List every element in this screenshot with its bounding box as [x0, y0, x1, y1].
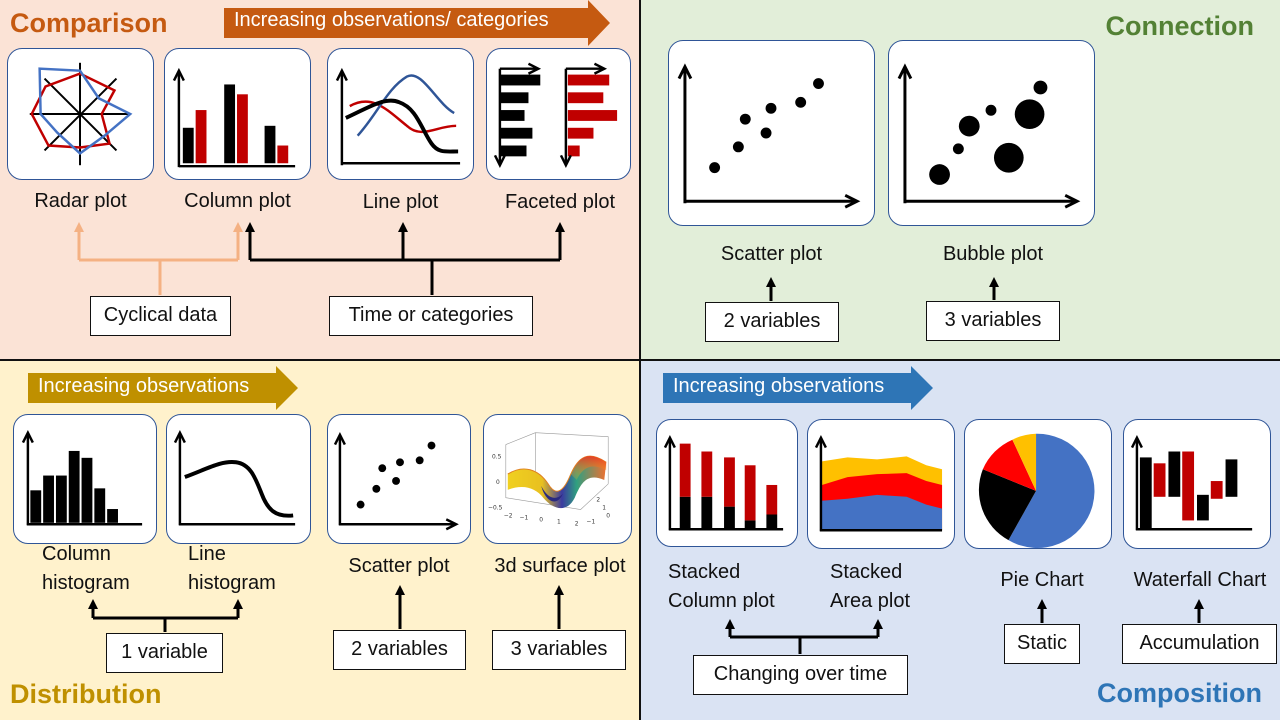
- z-tick-0.5: 0.5: [492, 454, 502, 460]
- changing-over-time-box: Changing over time: [693, 655, 908, 695]
- y-tick-0: 0: [606, 513, 610, 519]
- stacked-column-plot-label-line1: Stacked: [668, 561, 741, 583]
- column-plot-icon: [164, 48, 311, 180]
- x-tick-1: 1: [557, 519, 561, 525]
- distribution-increasing-arrow: Increasing observations: [28, 366, 298, 410]
- pie-chart-icon: [964, 419, 1112, 549]
- distribution-3-variables-box: 3 variables: [492, 630, 626, 670]
- z-tick-0: 0: [496, 480, 500, 486]
- column-plot-label: Column plot: [184, 190, 291, 212]
- 3d-surface-plot-icon: 0.5 0 −0.5 −2 −1 0 1 2 2 1 0 −1: [483, 414, 632, 544]
- y-tick-minus-1: −1: [587, 519, 596, 525]
- stacked-column-plot-label-line2: Column plot: [668, 590, 775, 612]
- stacked-area-plot-label-line1: Stacked: [830, 561, 903, 583]
- x-tick-2: 2: [575, 521, 579, 527]
- scatter-plot-icon: [668, 40, 875, 226]
- radar-plot-icon: [7, 48, 154, 180]
- composition-arrow-label: Increasing observations: [673, 375, 885, 397]
- line-histogram-label: Line histogram: [168, 540, 298, 598]
- x-tick-minus-2: −2: [504, 513, 513, 519]
- comparison-title: Comparison: [10, 8, 168, 38]
- z-tick-minus-0.5: −0.5: [488, 506, 503, 512]
- pie-chart-label: Pie Chart: [1000, 569, 1084, 591]
- distribution-title: Distribution: [10, 679, 162, 709]
- horizontal-divider: [0, 359, 1280, 361]
- column-histogram-label-line2: histogram: [42, 572, 130, 594]
- radar-plot-label: Radar plot: [34, 190, 127, 212]
- y-tick-1: 1: [602, 506, 606, 512]
- connection-title: Connection: [1105, 11, 1255, 41]
- accumulation-box: Accumulation: [1122, 624, 1277, 664]
- line-plot-icon: [327, 48, 474, 180]
- faceted-plot-label: Faceted plot: [504, 191, 616, 213]
- comparison-arrow-label: Increasing observations/ categories: [234, 9, 549, 31]
- column-histogram-icon: [13, 414, 157, 544]
- distribution-2-variables-box: 2 variables: [333, 630, 466, 670]
- waterfall-chart-label: Waterfall Chart: [1133, 569, 1267, 591]
- stacked-column-plot-label: Stacked Column plot: [662, 558, 802, 616]
- distribution-scatter-plot-label: Scatter plot: [348, 555, 450, 577]
- connection-bubble-plot-label: Bubble plot: [942, 243, 1044, 265]
- connection-scatter-plot-label: Scatter plot: [720, 243, 823, 265]
- y-tick-2: 2: [596, 498, 600, 504]
- column-histogram-label-line1: Column: [42, 543, 111, 565]
- stacked-area-plot-icon: [807, 419, 955, 549]
- stacked-area-plot-label: Stacked Area plot: [824, 558, 954, 616]
- x-tick-minus-1: −1: [520, 515, 529, 521]
- line-histogram-icon: [166, 414, 311, 544]
- line-plot-label: Line plot: [362, 191, 439, 213]
- line-histogram-label-line1: Line: [188, 543, 226, 565]
- column-histogram-label: Column histogram: [22, 540, 140, 598]
- stacked-column-plot-icon: [656, 419, 798, 547]
- static-box: Static: [1004, 624, 1080, 664]
- distribution-scatter-plot-icon: [327, 414, 471, 544]
- connection-3-variables-box: 3 variables: [926, 301, 1060, 341]
- time-or-categories-box: Time or categories: [329, 296, 533, 336]
- comparison-increasing-arrow: Increasing observations/ categories: [224, 0, 610, 46]
- distribution-1-variable-box: 1 variable: [106, 633, 223, 673]
- distribution-arrow-label: Increasing observations: [38, 375, 250, 397]
- cyclical-data-box: Cyclical data: [90, 296, 231, 336]
- stacked-area-plot-label-line2: Area plot: [830, 590, 911, 612]
- bubble-plot-icon: [888, 40, 1095, 226]
- connection-2-variables-box: 2 variables: [705, 302, 839, 342]
- composition-title: Composition: [1097, 678, 1262, 708]
- 3d-surface-plot-label: 3d surface plot: [494, 555, 626, 577]
- composition-increasing-arrow: Increasing observations: [663, 366, 933, 410]
- line-histogram-label-line2: histogram: [188, 572, 276, 594]
- x-tick-0: 0: [539, 517, 543, 523]
- faceted-plot-icon: [486, 48, 631, 180]
- waterfall-chart-icon: [1123, 419, 1271, 549]
